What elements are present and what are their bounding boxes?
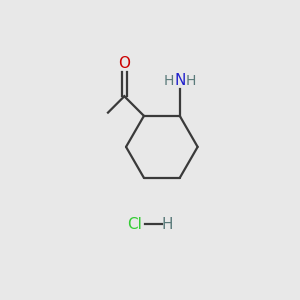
Text: Cl: Cl [127,217,142,232]
Text: N: N [174,73,185,88]
Text: H: H [162,217,173,232]
Text: H: H [164,74,174,88]
Text: H: H [186,74,196,88]
Text: O: O [118,56,130,70]
